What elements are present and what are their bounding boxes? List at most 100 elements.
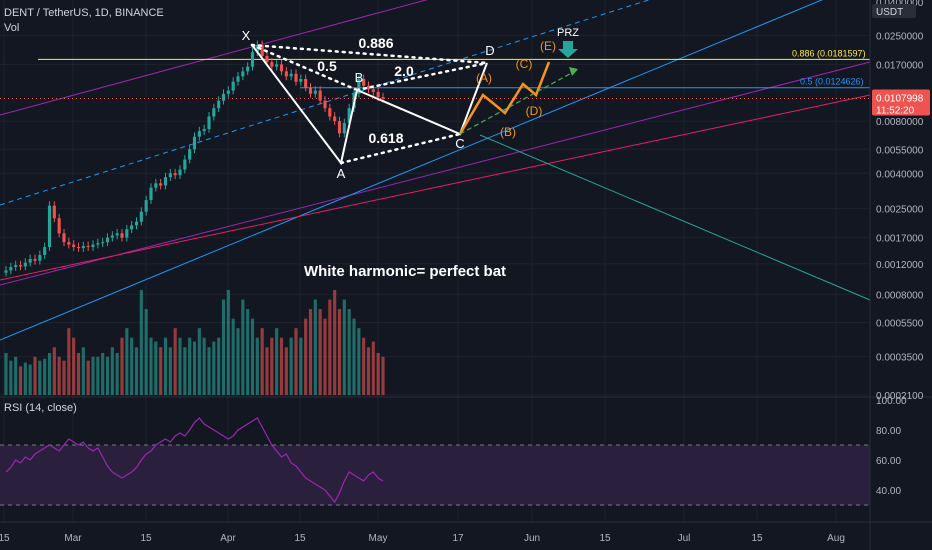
volume-bar	[376, 353, 380, 395]
volume-bar	[260, 328, 264, 395]
volume-bar	[9, 360, 13, 395]
trendline	[0, 0, 651, 206]
volume-bar	[47, 353, 52, 395]
candle-body	[23, 262, 27, 267]
volume-bar	[76, 353, 81, 395]
price-tick-label: 0.0008000	[876, 290, 924, 301]
candle-body	[139, 211, 143, 222]
volume-bar	[43, 358, 47, 395]
candle-body	[250, 52, 255, 67]
candle-body	[231, 81, 235, 91]
time-label: Aug	[827, 533, 845, 544]
price-tick-label: 0.0017000	[876, 234, 924, 245]
volume-bar	[33, 356, 37, 395]
candle-body	[318, 90, 322, 101]
candle-body	[76, 247, 81, 249]
volume-bar	[362, 337, 366, 395]
candle-body	[308, 87, 313, 94]
volume-bar	[294, 328, 298, 395]
volume-bar	[115, 353, 119, 395]
candle-body	[188, 149, 192, 160]
rsi-tick-label: 40.00	[876, 486, 901, 497]
trendlines: 0.886 (0.0181597) 0.5 (0.0124626)	[0, 0, 871, 341]
candle-body	[217, 100, 221, 109]
volume-bar	[231, 318, 235, 395]
candle-body	[260, 44, 264, 57]
volume-bar	[38, 360, 42, 395]
volume-bar	[202, 337, 206, 395]
trendline	[0, 94, 871, 281]
projection-label: (E)	[540, 39, 556, 53]
volume-bar	[57, 356, 61, 395]
candle-body	[226, 90, 230, 94]
rsi-line	[5, 417, 384, 504]
candle-body	[144, 200, 148, 212]
volume-bar	[279, 337, 284, 395]
volume-bar	[154, 341, 158, 395]
volume-bar	[265, 347, 269, 395]
price-tick-label: 0.0012000	[876, 260, 924, 271]
projection-label: (A)	[476, 71, 492, 85]
candle-body	[241, 71, 245, 77]
candle-body	[163, 177, 168, 186]
volume-bar	[86, 360, 90, 395]
grid	[0, 0, 870, 522]
candle-body	[197, 131, 201, 137]
candle-body	[115, 233, 119, 236]
candle-body	[333, 116, 337, 122]
candle-body	[28, 258, 32, 263]
volume-bar	[52, 347, 56, 395]
rsi-tick-label: 100.00	[876, 396, 907, 407]
candle-body	[14, 265, 18, 268]
candle-body	[86, 246, 90, 248]
price-tick-label: 0.0002100	[876, 391, 924, 402]
rsi-band	[0, 445, 870, 505]
volume-bar	[289, 337, 293, 395]
candle-body	[101, 242, 105, 244]
candle-body	[376, 91, 380, 98]
candle-body	[168, 173, 172, 178]
price-tag	[872, 89, 930, 116]
volume-bar	[308, 309, 313, 395]
ratio-label: 0.618	[368, 130, 403, 146]
volume-bar	[357, 328, 361, 395]
candle-body	[304, 78, 308, 88]
volume-bar	[120, 337, 124, 395]
harmonic-ratio-line	[250, 43, 489, 65]
candle-body	[328, 108, 332, 117]
candle-body	[236, 76, 240, 82]
point-label-x: X	[242, 28, 251, 43]
harmonic-pattern: X A B C D 0.886 0.5 2.0 0.618 White harmonic= per…	[242, 28, 506, 280]
volume-bar	[352, 318, 356, 395]
trendline	[0, 0, 823, 341]
volume-bar	[101, 353, 105, 395]
candle-body	[246, 66, 250, 72]
candle-body	[120, 233, 124, 238]
volume-bar	[299, 337, 303, 395]
volume-bars	[4, 290, 385, 395]
unit-badge	[872, 4, 916, 18]
volume-bar	[110, 347, 114, 395]
price-tick-label: 0.0250000	[876, 31, 924, 42]
rsi-tick-label: 80.00	[876, 426, 901, 437]
rsi-pane	[0, 417, 870, 506]
prz-arrow-icon	[558, 41, 578, 58]
volume-bar	[188, 337, 192, 395]
volume-bar	[328, 299, 332, 395]
rsi-label: RSI (14, close)	[4, 402, 77, 414]
candle-body	[67, 242, 71, 245]
volume-bar	[221, 299, 226, 395]
candle-body	[357, 78, 361, 94]
trendline	[0, 0, 428, 116]
volume-bar	[72, 337, 76, 395]
volume-bar	[125, 328, 129, 395]
candle-body	[43, 247, 47, 255]
candle-body	[52, 205, 56, 219]
volume-bar	[333, 290, 337, 395]
time-label: Mar	[64, 533, 82, 544]
volume-bar	[149, 337, 153, 395]
candle-body	[371, 89, 375, 92]
unit-label: USDT	[876, 7, 903, 18]
